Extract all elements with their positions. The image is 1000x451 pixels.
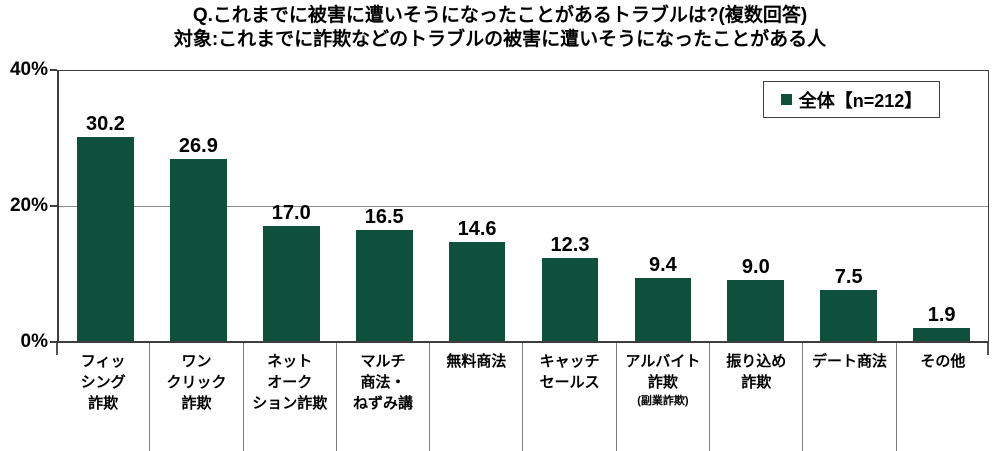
chart-title: Q.これまでに被害に遭いそうになったことがあるトラブルは?(複数回答) <box>192 5 808 26</box>
bar-slot: 14.6 <box>431 71 524 341</box>
x-label-line: 無料商法 <box>446 353 507 370</box>
bar-value-label: 1.9 <box>927 304 956 327</box>
x-label-line: セールス <box>539 374 600 391</box>
bar-value-label: 30.2 <box>85 113 125 136</box>
bar <box>262 226 320 341</box>
y-axis-tick-mark <box>50 69 57 71</box>
bar-value-label: 7.5 <box>834 266 863 289</box>
bar <box>913 328 970 341</box>
x-label-line: 振り込め <box>726 353 787 370</box>
bar-slot: 30.2 <box>59 71 152 341</box>
x-label-slot: デート商法 <box>803 343 897 451</box>
plot-area: 30.2 26.9 17.0 16.5 14.6 12.3 9.4 9.0 7.5 1.9 全体【… <box>57 70 989 343</box>
x-label-slot: 無料商法 <box>430 343 524 451</box>
bar-slot: 9.4 <box>616 71 709 341</box>
x-label-line: 詐欺 <box>181 395 212 412</box>
gridline-20-percent <box>59 206 988 207</box>
legend-label: 全体【n=212】 <box>798 90 923 111</box>
x-label-line: デート商法 <box>812 353 888 370</box>
bar <box>820 290 878 341</box>
bar-slot: 26.9 <box>152 71 245 341</box>
x-label-line: ワン <box>181 353 212 370</box>
x-label-line: キャッチ <box>539 353 600 370</box>
bar-slot: 7.5 <box>802 71 895 341</box>
y-axis-tick-label-20: 20% <box>9 195 48 216</box>
bar-value-label: 16.5 <box>364 205 404 228</box>
x-label-line: シング <box>80 374 126 391</box>
x-axis-labels-row: フィッ シング 詐欺 ワン クリック 詐欺 ネット オーク ション詐欺 マルチ 商法・ ねずみ講 無料商… <box>57 343 989 451</box>
x-axis-corner-tick-right <box>987 343 989 355</box>
x-label-line: オーク <box>267 374 313 391</box>
x-label-slot: フィッ シング 詐欺 <box>57 343 151 451</box>
bar-value-label: 9.0 <box>741 256 770 279</box>
chart-subtitle: 対象:これまでに詐欺などのトラブルの被害に遭いそうになったことがある人 <box>173 29 827 50</box>
x-label-slot: キャッチ セールス <box>523 343 617 451</box>
y-axis-tick-mark <box>50 341 57 343</box>
bars-row: 30.2 26.9 17.0 16.5 14.6 12.3 9.4 9.0 7.5 1.9 <box>59 71 988 341</box>
bar-slot: 9.0 <box>709 71 802 341</box>
x-label-line: フィッ <box>80 353 126 370</box>
bar <box>727 280 785 341</box>
bar-slot: 17.0 <box>245 71 338 341</box>
x-label-slot: その他 <box>897 343 989 451</box>
x-label-line: アルバイト <box>625 353 701 370</box>
x-label-slot: ネットオークション詐欺 <box>244 343 337 451</box>
bar <box>355 229 413 341</box>
legend-marker-icon <box>780 94 792 105</box>
bar <box>634 277 692 341</box>
bar <box>541 257 599 341</box>
y-axis-tick-label-40: 40% <box>9 59 48 80</box>
x-label-line: ねずみ講 <box>353 395 414 412</box>
x-label-line: ネット <box>267 353 313 370</box>
y-axis-tick-label-0: 0% <box>20 331 48 352</box>
bar <box>448 242 506 341</box>
x-label-line: 詐欺 <box>88 395 119 412</box>
y-axis-tick-mark <box>50 205 57 207</box>
bar-value-label: 17.0 <box>271 202 311 225</box>
bar-value-label: 12.3 <box>550 233 590 256</box>
x-label-line: 商法・ <box>360 374 406 391</box>
bar <box>77 137 134 341</box>
x-label-line: その他 <box>920 353 966 370</box>
x-label-slot: マルチ商法・ねずみ講 <box>337 343 431 451</box>
bar-value-label: 14.6 <box>457 218 497 241</box>
x-label-slot: 振り込め 詐欺 <box>710 343 804 451</box>
bar-value-label: 9.4 <box>648 253 677 276</box>
bar-slot: 12.3 <box>524 71 617 341</box>
x-label-line: ション詐欺 <box>252 395 328 412</box>
x-label-line: (副業詐欺) <box>637 395 689 407</box>
legend-box: 全体【n=212】 <box>763 81 940 118</box>
bar <box>170 159 227 341</box>
x-label-line: クリック <box>166 374 227 391</box>
x-axis-corner-tick-left <box>56 343 58 355</box>
x-label-line: マルチ <box>360 353 406 370</box>
x-label-line: 詐欺 <box>741 374 772 391</box>
x-label-slot: ワン クリック 詐欺 <box>150 343 244 451</box>
x-label-line: 詐欺 <box>647 374 678 391</box>
x-label-slot: アルバイト詐欺 (副業詐欺) <box>617 343 711 451</box>
bar-slot: 16.5 <box>338 71 431 341</box>
bar-value-label: 26.9 <box>178 135 218 158</box>
bar-slot: 1.9 <box>895 71 988 341</box>
